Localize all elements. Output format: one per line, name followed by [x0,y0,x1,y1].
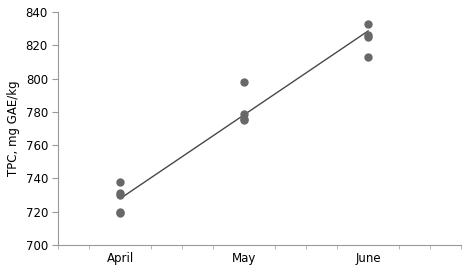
Point [241,116,248,121]
Point [117,191,124,196]
Point [365,55,372,59]
Point [117,211,124,216]
Point [365,35,372,39]
Point [241,80,248,84]
Point [365,21,372,26]
Y-axis label: TPC, mg GAE/kg: TPC, mg GAE/kg [7,81,20,176]
Point [117,180,124,184]
Point [365,33,372,38]
Point [241,118,248,122]
Point [241,111,248,116]
Point [117,193,124,197]
Point [117,210,124,214]
